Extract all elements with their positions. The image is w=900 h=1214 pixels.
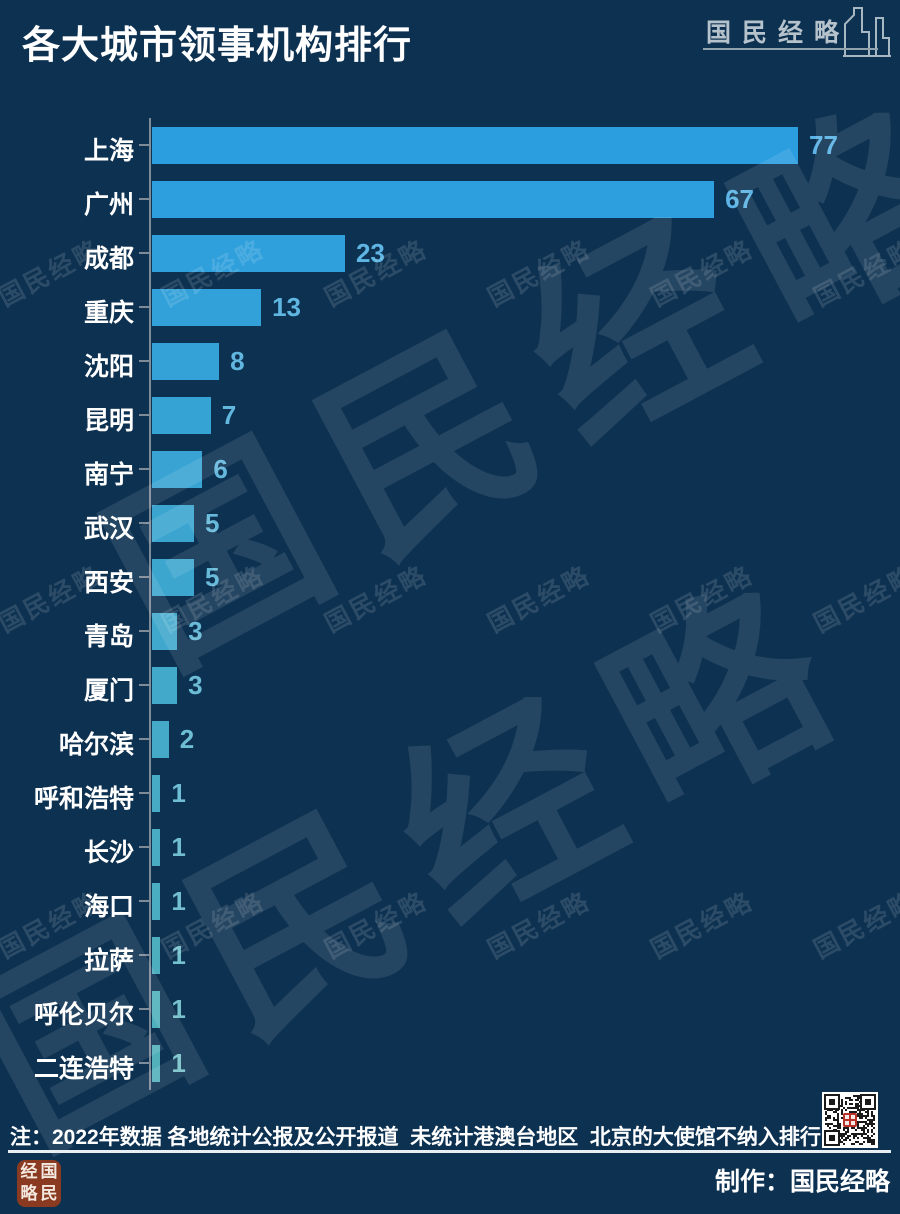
value-label: 3 xyxy=(188,616,203,646)
axis-tick xyxy=(139,144,149,146)
bar-row: 沈阳 8 xyxy=(0,334,900,388)
bar-row: 二连浩特 1 xyxy=(0,1036,900,1090)
city-label: 青岛 xyxy=(83,623,134,651)
value-label: 5 xyxy=(204,508,220,538)
bar-row: 西安 5 xyxy=(0,550,900,604)
bar xyxy=(152,288,262,326)
axis-tick xyxy=(139,954,149,956)
value-label: 1 xyxy=(171,886,186,916)
bar-row: 青岛 3 xyxy=(0,604,900,658)
axis-tick xyxy=(139,738,149,740)
city-label: 海口 xyxy=(83,893,134,921)
bar xyxy=(152,828,161,866)
axis-tick xyxy=(139,792,149,794)
axis-tick xyxy=(139,360,149,362)
value-label: 67 xyxy=(725,184,755,214)
value-label: 13 xyxy=(272,292,301,322)
city-label: 南宁 xyxy=(83,461,134,489)
page-title: 各大城市领事机构排行 xyxy=(22,25,413,67)
bar-row: 南宁 6 xyxy=(0,442,900,496)
bar xyxy=(152,234,345,272)
value-label: 23 xyxy=(355,238,385,268)
value-label: 6 xyxy=(213,454,228,484)
value-label: 1 xyxy=(171,832,186,862)
bar xyxy=(152,180,715,218)
axis-tick xyxy=(139,198,149,200)
buildings-icon xyxy=(843,7,891,57)
value-label: 7 xyxy=(221,400,237,430)
y-axis-line xyxy=(149,118,151,1090)
city-label: 哈尔滨 xyxy=(58,731,134,759)
city-label: 二连浩特 xyxy=(33,1055,134,1083)
city-label: 武汉 xyxy=(83,515,134,543)
value-label: 1 xyxy=(171,940,186,970)
value-label: 1 xyxy=(171,1048,186,1078)
bar xyxy=(152,936,161,974)
value-label: 1 xyxy=(171,778,186,808)
bar xyxy=(152,612,178,650)
bar-row: 厦门 3 xyxy=(0,658,900,712)
bar xyxy=(152,558,194,596)
bar-row: 哈尔滨 2 xyxy=(0,712,900,766)
bar-row: 上海 77 xyxy=(0,118,900,172)
logo-underline xyxy=(703,48,878,50)
city-label: 长沙 xyxy=(83,839,134,867)
value-label: 5 xyxy=(204,562,220,592)
bar xyxy=(152,882,161,920)
bar xyxy=(152,666,178,704)
axis-tick xyxy=(139,900,149,902)
bar xyxy=(152,990,161,1028)
bar-row: 拉萨 1 xyxy=(0,928,900,982)
bar xyxy=(152,342,220,380)
city-label: 呼和浩特 xyxy=(33,785,134,813)
bar xyxy=(152,450,203,488)
bar-row: 海口 1 xyxy=(0,874,900,928)
brand-logo-text: 国民经略 xyxy=(706,18,851,47)
city-label: 昆明 xyxy=(83,407,134,435)
bar-row: 武汉 5 xyxy=(0,496,900,550)
axis-tick xyxy=(139,576,149,578)
brand-logo: 国民经略 xyxy=(700,4,891,64)
axis-tick xyxy=(139,306,149,308)
value-label: 1 xyxy=(171,994,186,1024)
axis-tick xyxy=(139,414,149,416)
bar-row: 长沙 1 xyxy=(0,820,900,874)
city-label: 沈阳 xyxy=(83,353,134,381)
axis-tick xyxy=(139,684,149,686)
value-label: 3 xyxy=(188,670,203,700)
bar xyxy=(152,1044,161,1082)
city-label: 广州 xyxy=(83,191,134,219)
axis-tick xyxy=(139,630,149,632)
axis-tick xyxy=(139,522,149,524)
bar-row: 重庆 13 xyxy=(0,280,900,334)
city-label: 呼伦贝尔 xyxy=(33,1001,134,1029)
bar-row: 成都 23 xyxy=(0,226,900,280)
bar-row: 呼伦贝尔 1 xyxy=(0,982,900,1036)
city-label: 成都 xyxy=(83,245,134,273)
bar xyxy=(152,720,169,758)
value-label: 77 xyxy=(809,130,838,160)
bar-row: 广州 67 xyxy=(0,172,900,226)
city-label: 西安 xyxy=(83,569,134,597)
bar-row: 昆明 7 xyxy=(0,388,900,442)
value-label: 8 xyxy=(230,346,245,376)
city-label: 拉萨 xyxy=(83,947,134,975)
city-label: 重庆 xyxy=(83,299,134,327)
axis-tick xyxy=(139,468,149,470)
bar xyxy=(152,504,194,542)
axis-tick xyxy=(139,1062,149,1064)
bar xyxy=(152,396,211,434)
city-label: 上海 xyxy=(83,137,134,165)
bar xyxy=(152,126,798,164)
axis-tick xyxy=(139,846,149,848)
bar-row: 呼和浩特 1 xyxy=(0,766,900,820)
city-label: 厦门 xyxy=(83,677,134,705)
axis-tick xyxy=(139,1008,149,1010)
bar xyxy=(152,774,161,812)
value-label: 2 xyxy=(179,724,195,754)
axis-tick xyxy=(139,252,149,254)
